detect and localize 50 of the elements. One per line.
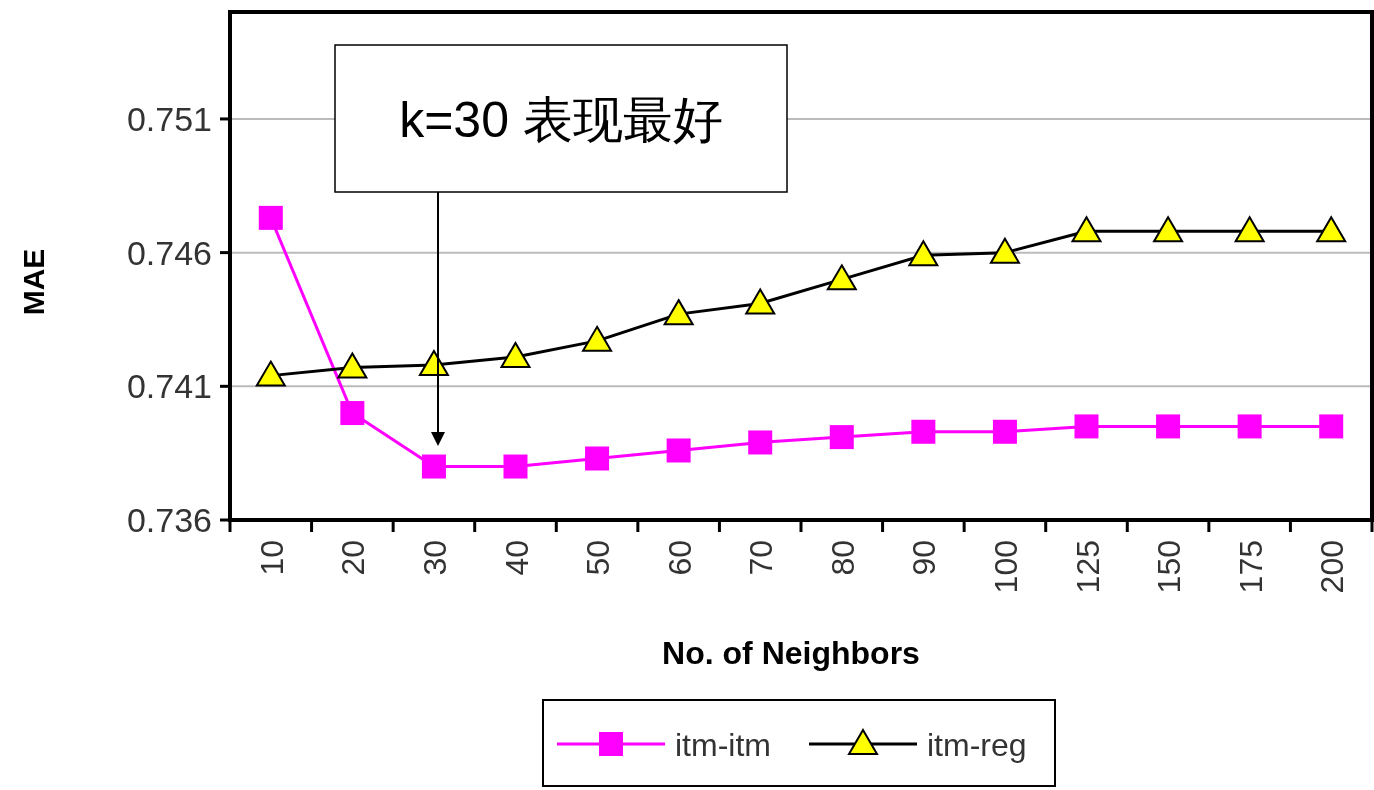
point [503,454,528,479]
y-tick-label: 0.741 [126,367,212,406]
point [666,438,691,463]
point [1156,414,1181,439]
point [255,360,286,387]
x-tick-label: 100 [987,540,1024,594]
x-tick-label: 50 [580,540,617,576]
point [748,430,773,455]
point [663,299,694,326]
point [745,288,776,315]
x-tick-label: 90 [906,540,943,576]
point [908,240,939,267]
point [1074,414,1099,439]
point [500,341,531,368]
x-tick-label: 60 [661,540,698,576]
x-tick-label: 150 [1151,540,1188,594]
point [1153,216,1184,243]
point [826,264,857,291]
point [1316,216,1347,243]
point [1234,216,1265,243]
y-tick-label: 0.746 [126,233,212,272]
point [337,352,368,379]
x-tick-label: 20 [335,540,372,576]
point [1319,414,1344,439]
y-tick-label: 0.751 [126,99,212,138]
point [258,205,283,230]
point [421,454,446,479]
x-tick-label: 10 [253,540,290,576]
x-tick-label: 125 [1069,540,1106,594]
legend-label: itm-itm [675,727,771,763]
point [992,419,1017,444]
x-tick-label: 70 [743,540,780,576]
y-tick-label: 0.736 [126,501,212,539]
point [1071,216,1102,243]
legend-label: itm-reg [927,727,1027,763]
point [911,419,936,444]
y-axis-title: MAE [17,248,50,316]
x-axis-title: No. of Neighbors [662,635,920,671]
x-tick-label: 80 [824,540,861,576]
point [582,325,613,352]
x-tick-label: 30 [416,540,453,576]
point [585,446,610,471]
x-tick-label: 40 [498,540,535,576]
x-tick-label: 200 [1314,540,1351,594]
point [829,425,854,450]
x-tick-label: 175 [1232,540,1269,594]
point [989,237,1020,264]
point [340,401,365,426]
point [1237,414,1262,439]
annotation: k=30 表现最好 [399,91,723,148]
